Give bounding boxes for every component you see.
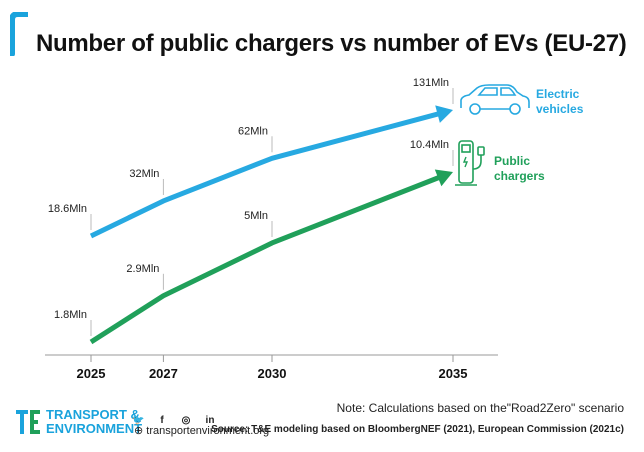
logo-line2: ENVIRONMENT [46,421,143,436]
x-tick-label: 2035 [439,366,468,381]
charger-icon [455,140,485,186]
website-link[interactable]: ⊕ transportenvironment.org [134,425,270,437]
linkedin-icon[interactable]: in [205,415,215,426]
twitter-icon[interactable]: 🐦 [132,415,145,426]
data-label: 10.4Mln [410,139,449,151]
car-icon [460,84,530,115]
data-label: 2.9Mln [126,263,159,275]
chart-source: Source: T&E modeling based on BloombergN… [211,424,624,435]
x-tick-label: 2027 [149,366,178,381]
facebook-icon[interactable]: f [160,415,164,426]
page-title: Number of public chargers vs number of E… [36,30,627,57]
te-logo-icon [16,410,40,434]
data-label: 5Mln [244,210,268,222]
logo-line1: TRANSPORT & [46,407,140,422]
series-arrowhead [434,169,453,187]
data-label: 18.6Mln [48,203,87,215]
series-arrowhead [435,105,453,123]
instagram-icon[interactable]: ◎ [181,415,191,426]
series-line [89,110,443,239]
x-tick-label: 2030 [258,366,287,381]
series-name-label: Public chargers [494,154,545,183]
brand-logo: TRANSPORT & ENVIRONMENT [16,408,142,438]
website-text: transportenvironment.org [146,425,270,437]
series-name-label: Electric vehicles [536,87,584,116]
data-label: 131Mln [413,77,449,89]
corner-accent [10,12,28,56]
series-line [89,174,443,345]
social-links: 🐦 f ◎ in [132,410,228,426]
data-label: 1.8Mln [54,309,87,321]
data-label: 32Mln [129,168,159,180]
chart-note: Note: Calculations based on the"Road2Zer… [336,401,624,415]
x-tick-label: 2025 [77,366,106,381]
data-label: 62Mln [238,125,268,137]
